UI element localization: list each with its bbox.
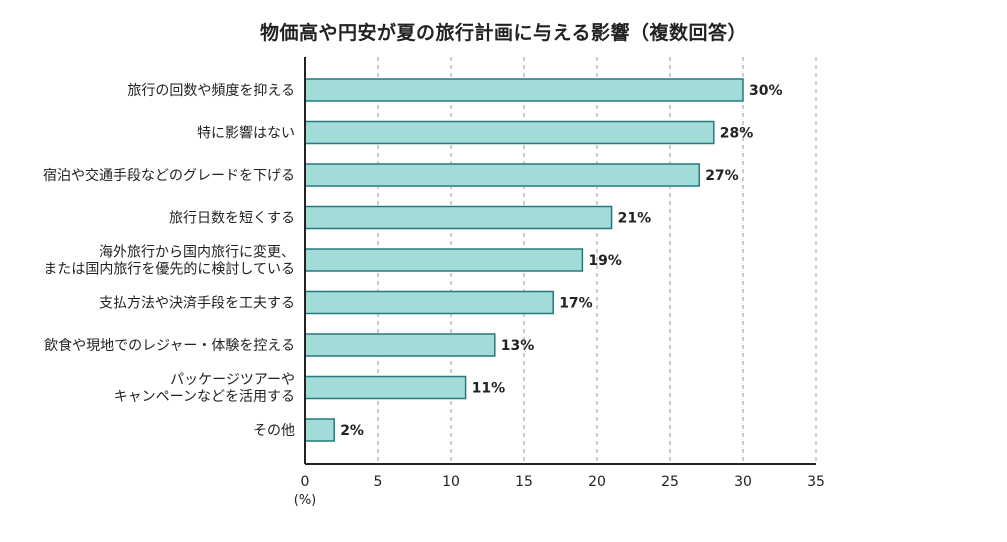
x-tick-label-25: 25 — [661, 474, 679, 490]
bar-1 — [304, 120, 715, 145]
value-label-7: 11% — [472, 381, 506, 397]
axes — [304, 57, 816, 465]
x-tick-label-30: 30 — [734, 474, 752, 490]
category-label-2: 宿泊や交通手段などのグレードを下げる — [43, 167, 295, 184]
x-tick-label-35: 35 — [807, 474, 825, 490]
category-label-5: 支払方法や決済手段を工夫する — [99, 296, 295, 312]
bar-0 — [304, 78, 744, 102]
category-label-3: 旅行日数を短くする — [169, 211, 295, 227]
chart-title: 物価高や円安が夏の旅行計画に与える影響（複数回答） — [260, 22, 747, 44]
value-label-0: 30% — [749, 83, 783, 99]
x-tick-label-0: 0 — [301, 474, 310, 490]
value-label-2: 27% — [705, 168, 739, 184]
bar-4 — [304, 248, 584, 272]
value-label-5: 17% — [559, 296, 593, 312]
bar-7 — [304, 375, 467, 400]
value-label-1: 28% — [720, 126, 754, 142]
category-label-1: 特に影響はない — [197, 125, 295, 142]
category-label-6: 飲食や現地でのレジャー・体験を控える — [44, 337, 295, 354]
category-label-8: その他 — [253, 423, 295, 439]
bars — [304, 78, 744, 442]
category-label-4: 海外旅行から国内旅行に変更、または国内旅行を優先的に検討している — [43, 244, 295, 278]
category-label-0: 旅行の回数や頻度を抑える — [127, 83, 295, 99]
bar-2 — [304, 163, 700, 187]
x-tick-label-20: 20 — [588, 474, 606, 490]
value-label-8: 2% — [340, 423, 364, 439]
value-label-4: 19% — [588, 253, 622, 269]
x-unit-label: (%) — [294, 493, 317, 508]
x-tick-label-15: 15 — [515, 474, 533, 490]
x-tick-label-5: 5 — [374, 474, 383, 490]
value-label-6: 13% — [501, 338, 535, 354]
bar-5 — [304, 290, 554, 315]
bar-6 — [304, 333, 496, 357]
bar-3 — [304, 205, 613, 230]
bar-8 — [304, 418, 335, 442]
labels: 0 5 10 15 20 25 30 35 (%) 30% 旅行の回数や頻度を抑える 28% 特に影響は… — [43, 83, 825, 508]
value-label-3: 21% — [618, 211, 652, 227]
x-tick-label-10: 10 — [442, 474, 460, 490]
category-label-7: パッケージツアーやキャンペーンなどを活用する — [114, 372, 295, 405]
